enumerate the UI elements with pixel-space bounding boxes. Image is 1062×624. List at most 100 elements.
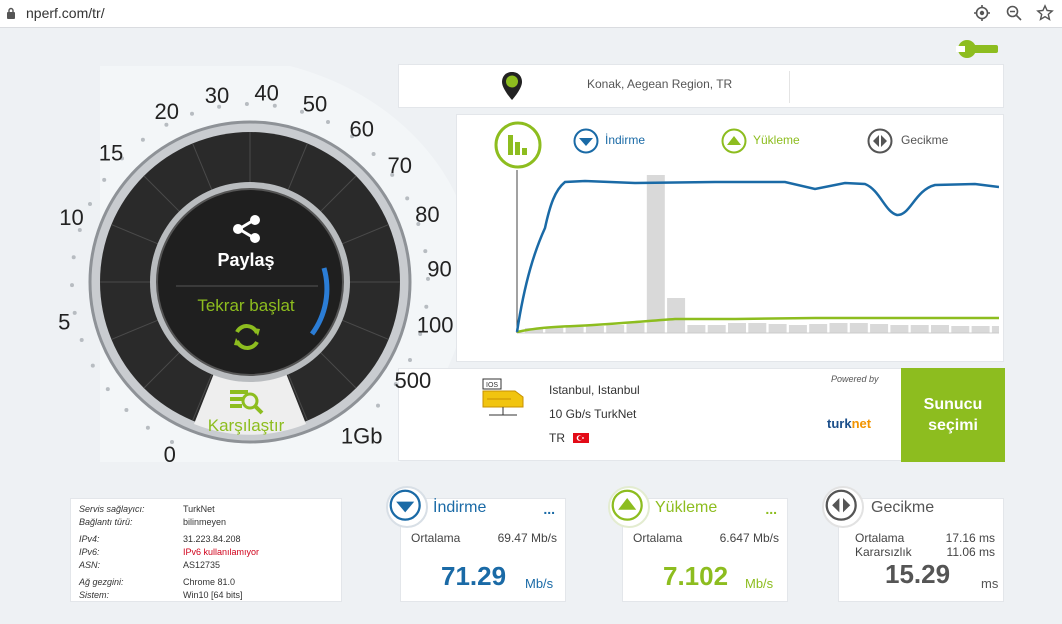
latency-avg-value: 17.16 ms <box>945 531 995 545</box>
restart-label[interactable]: Tekrar başlat <box>197 296 295 315</box>
gauge-tick-label: 30 <box>205 83 229 108</box>
latency-icon <box>822 486 864 528</box>
gauge-dot <box>393 382 398 387</box>
info-value: AS12735 <box>183 560 221 570</box>
gauge-dot <box>416 222 421 226</box>
latency-result-card: Gecikme Ortalama 17.16 ms Kararsızlık 11… <box>838 498 1004 602</box>
server-select-button[interactable]: Sunucu seçimi <box>901 368 1005 462</box>
gauge-spoke <box>111 319 158 340</box>
gauge-tick-label: 40 <box>254 81 278 106</box>
gauge-tick-label: 90 <box>427 257 451 282</box>
latency-bar <box>565 327 584 333</box>
gauge-dot <box>170 440 174 444</box>
gauge-dot <box>272 103 277 108</box>
chart-icon[interactable] <box>493 120 543 170</box>
refresh-icon[interactable] <box>230 320 264 354</box>
gauge-tick-label: 80 <box>415 202 439 227</box>
speed-chart <box>515 170 999 334</box>
upload-icon <box>608 486 650 528</box>
info-value: 31.223.84.208 <box>183 534 241 544</box>
address-bar[interactable]: nperf.com/tr/ <box>0 0 1062 28</box>
latency-bar <box>931 325 949 333</box>
gauge-spoke <box>287 374 308 421</box>
latency-legend-label[interactable]: Gecikme <box>901 133 949 147</box>
zoom-icon[interactable] <box>1005 4 1023 22</box>
info-row: IPv6: IPv6 kullanılamıyor <box>79 546 333 559</box>
info-key: Ağ gezgini: <box>79 577 124 587</box>
latency-unit: ms <box>981 576 999 591</box>
gauge-spoke <box>320 352 357 389</box>
location-target-icon[interactable] <box>973 4 991 22</box>
gauge-dot <box>390 172 395 177</box>
location-text: Konak, Aegean Region, TR <box>587 77 733 91</box>
download-title: İndirme <box>433 499 487 516</box>
gauge-tick-label: 0 <box>164 442 176 467</box>
gauge-dot <box>244 102 249 106</box>
svg-text:IOS: IOS <box>486 382 498 389</box>
compare-label[interactable]: Karşılaştır <box>207 416 285 435</box>
gauge-dot <box>217 104 222 109</box>
gauge-dot <box>145 425 150 430</box>
latency-avg-label: Ortalama <box>855 531 905 545</box>
gauge-spoke <box>143 352 180 389</box>
gauge-spoke <box>342 319 389 340</box>
gauge-spoke <box>287 143 308 190</box>
info-key: Bağlantı türü: <box>79 517 133 527</box>
upload-legend-label[interactable]: Yükleme <box>753 133 800 147</box>
info-value: IPv6 kullanılamıyor <box>183 547 260 557</box>
info-row: Ağ gezgini: Chrome 81.0 <box>79 576 333 589</box>
latency-bar <box>728 323 746 333</box>
latency-bar <box>971 326 990 333</box>
download-legend-icon[interactable] <box>573 128 599 154</box>
latency-title: Gecikme <box>871 499 935 516</box>
info-key: IPv6: <box>79 547 100 557</box>
gauge-dot <box>88 202 92 206</box>
info-value: TurkNet <box>183 504 215 514</box>
latency-bar <box>545 327 564 333</box>
gauge-dot <box>164 122 169 127</box>
info-row: IPv4: 31.223.84.208 <box>79 533 333 546</box>
download-line <box>515 179 999 333</box>
gauge-spoke <box>320 175 357 212</box>
url-text[interactable]: nperf.com/tr/ <box>26 5 105 21</box>
share-icon[interactable] <box>229 212 263 246</box>
info-key: ASN: <box>79 560 101 570</box>
gauge-spoke <box>192 374 213 421</box>
bookmark-star-icon[interactable] <box>1036 4 1054 22</box>
download-avg-value: 69.47 Mb/s <box>497 531 557 545</box>
download-result-card: İndirme ... Ortalama 69.47 Mb/s 71.29 Mb… <box>400 498 566 602</box>
download-unit: Mb/s <box>525 576 554 591</box>
divider <box>789 71 790 103</box>
latency-bar <box>626 323 645 333</box>
gauge-spoke <box>342 224 389 245</box>
latency-bar <box>606 325 625 333</box>
server-icon: IOS <box>482 378 524 416</box>
wrench-icon[interactable] <box>956 38 1000 60</box>
gauge-tick-label: 70 <box>387 153 411 178</box>
gauge-dot <box>90 363 95 368</box>
latency-legend-icon[interactable] <box>867 128 893 154</box>
server-city: Istanbul, Istanbul <box>549 383 640 397</box>
turkey-flag-icon <box>573 433 589 443</box>
upload-value: 7.102 <box>663 561 729 591</box>
gauge-dot <box>371 152 376 156</box>
compare-icon[interactable] <box>228 386 264 416</box>
upload-legend-icon[interactable] <box>721 128 747 154</box>
chart-panel: İndirme Yükleme Gecikme <box>456 114 1004 362</box>
progress-arc <box>309 267 330 336</box>
lock-icon <box>7 7 15 19</box>
gauge-dot <box>376 403 380 408</box>
jitter-value: 11.06 ms <box>946 545 995 559</box>
download-more[interactable]: ... <box>543 501 555 517</box>
gauge-dot <box>326 120 330 124</box>
latency-bar <box>890 325 909 333</box>
share-label[interactable]: Paylaş <box>217 250 275 270</box>
gauge-tick-label: 100 <box>417 313 454 338</box>
latency-bar <box>809 324 828 333</box>
download-avg-label: Ortalama <box>411 531 461 545</box>
latency-bar <box>951 326 970 333</box>
gauge-dot <box>408 358 412 362</box>
download-legend-label[interactable]: İndirme <box>605 133 646 147</box>
upload-more[interactable]: ... <box>765 501 777 517</box>
